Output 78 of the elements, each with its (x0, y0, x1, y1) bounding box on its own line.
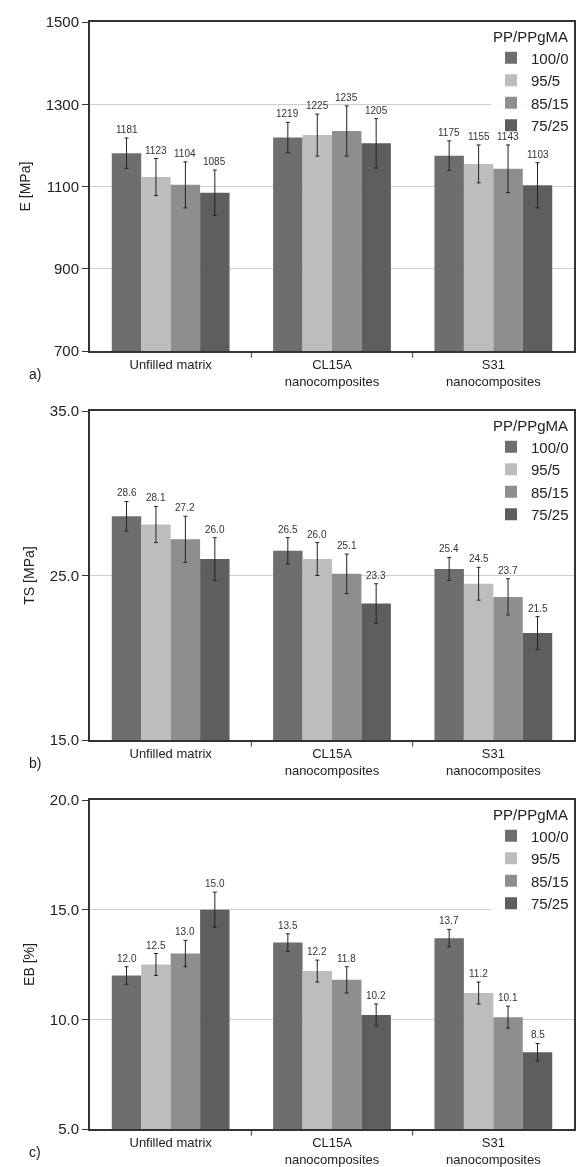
y-tick-label: 20.0 (49, 791, 79, 809)
data-label: 26.0 (205, 524, 225, 535)
data-label: 8.5 (531, 1029, 546, 1040)
data-label: 12.5 (146, 940, 166, 951)
data-label: 12.2 (307, 946, 327, 957)
x-tick-label: CL15A nanocomposites (284, 745, 380, 778)
y-tick-label: 1100 (46, 177, 79, 195)
data-label: 1175 (438, 127, 460, 138)
x-tick-label: CL15A nanocomposites (284, 1134, 380, 1167)
data-label: 1143 (497, 131, 519, 142)
x-tick-label: Unfilled matrix (129, 745, 213, 761)
x-tick-label: S31 nanocomposites (445, 1134, 542, 1167)
data-label: 1205 (365, 105, 388, 116)
y-tick-label: 15.0 (49, 900, 79, 918)
legend-label: 95/5 (531, 850, 561, 868)
y-tick-label: 10.0 (49, 1010, 79, 1028)
legend-title: PP/PPgMA (493, 416, 569, 434)
data-label: 10.2 (366, 990, 386, 1001)
y-axis-title: TS [MPa] (20, 546, 37, 605)
data-label: 1104 (174, 148, 196, 159)
text: a) (29, 366, 42, 382)
y-tick-label: 1300 (45, 95, 79, 113)
legend-title: PP/PPgMA (493, 805, 569, 823)
legend-label: 75/25 (531, 895, 569, 913)
y-tick-label: 35.0 (49, 402, 79, 420)
y-tick-label: 15.0 (49, 731, 79, 749)
data-label: 1235 (335, 92, 358, 103)
y-tick-label: 700 (53, 342, 79, 360)
data-label: 1103 (527, 149, 549, 160)
y-tick-label: 1500 (45, 13, 79, 31)
legend-label: 100/0 (531, 49, 569, 67)
x-tick-label: Unfilled matrix (129, 356, 213, 372)
legend-label: 75/25 (531, 506, 569, 524)
data-label: 1225 (306, 100, 329, 111)
data-label: 11.2 (469, 968, 489, 979)
data-label: 26.0 (307, 529, 327, 540)
data-label: 1085 (203, 156, 226, 167)
data-label: 24.5 (469, 553, 489, 564)
data-label: 15.0 (205, 878, 225, 889)
y-axis-title: E [MPa] (16, 161, 33, 212)
data-label: 25.1 (337, 540, 357, 551)
data-label: 1123 (145, 145, 167, 156)
legend-label: 100/0 (531, 827, 569, 845)
data-label: 1155 (468, 131, 490, 142)
legend-label: 95/5 (531, 461, 561, 479)
data-label: 28.1 (146, 492, 166, 503)
x-tick-label: Unfilled matrix (129, 1134, 213, 1150)
data-label: 23.7 (498, 565, 518, 576)
text: c) (29, 1144, 41, 1160)
data-label: 13.0 (175, 926, 195, 937)
data-label: 1219 (276, 108, 299, 119)
legend-label: 75/25 (531, 117, 569, 135)
y-tick-label: 5.0 (58, 1120, 79, 1138)
data-label: 21.5 (528, 603, 548, 614)
legend-label: 85/15 (531, 483, 569, 501)
data-label: 28.6 (117, 487, 137, 498)
data-label: 11.8 (337, 953, 357, 964)
data-label: 1181 (116, 124, 138, 135)
data-label: 27.2 (175, 502, 195, 513)
data-label: 13.5 (278, 920, 298, 931)
data-label: 13.7 (439, 915, 459, 926)
data-label: 26.5 (278, 524, 298, 535)
y-axis-title: EB [%] (20, 943, 37, 986)
data-label: 12.0 (117, 953, 137, 964)
legend-label: 85/15 (531, 872, 569, 890)
x-tick-label: S31 nanocomposites (445, 745, 542, 778)
legend-label: 85/15 (531, 94, 569, 112)
x-tick-label: CL15A nanocomposites (284, 356, 380, 389)
legend-label: 95/5 (531, 72, 561, 90)
y-tick-label: 900 (53, 260, 79, 277)
data-label: 25.4 (439, 543, 459, 554)
x-tick-label: S31 nanocomposites (445, 356, 542, 389)
y-tick-label: 25.0 (49, 566, 79, 584)
data-label: 23.3 (366, 570, 386, 581)
legend-title: PP/PPgMA (493, 27, 569, 45)
data-label: 10.1 (498, 992, 518, 1003)
text: b) (29, 755, 42, 771)
legend-label: 100/0 (531, 438, 569, 456)
